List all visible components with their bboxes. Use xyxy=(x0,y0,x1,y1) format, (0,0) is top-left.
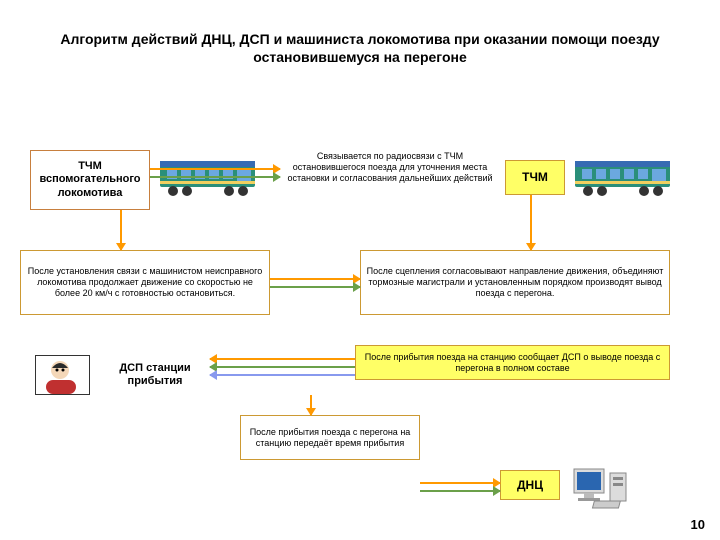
node-dnc: ДНЦ xyxy=(500,470,560,500)
train-icon-1 xyxy=(570,155,680,195)
node-tchm_aux: ТЧМ вспомогательного локомотива xyxy=(30,150,150,210)
arrow-9 xyxy=(210,374,355,376)
arrow-1 xyxy=(150,176,280,178)
arrow-12 xyxy=(420,490,500,492)
page-title: Алгоритм действий ДНЦ, ДСП и машиниста л… xyxy=(50,30,670,66)
arrow-7 xyxy=(210,358,355,360)
arrow-11 xyxy=(420,482,500,484)
node-after_arrival_report: После прибытия поезда на станцию сообщае… xyxy=(355,345,670,380)
arrow-10 xyxy=(310,395,312,415)
arrow-5 xyxy=(270,278,360,280)
node-transmit_time: После прибытия поезда с перегона на стан… xyxy=(240,415,420,460)
page-number: 10 xyxy=(691,517,705,532)
arrow-4 xyxy=(120,210,122,250)
arrow-6 xyxy=(270,286,360,288)
node-after_couple: После сцепления согласовывают направлени… xyxy=(360,250,670,315)
computer-icon xyxy=(570,465,640,510)
node-radio_contact: Связывается по радиосвязи с ТЧМ останови… xyxy=(280,140,500,195)
node-tchm: ТЧМ xyxy=(505,160,565,195)
node-dsp_station: ДСП станции прибытия xyxy=(100,355,210,395)
train-icon-0 xyxy=(155,155,265,195)
person-icon xyxy=(35,355,90,395)
node-after_link: После установления связи с машинистом не… xyxy=(20,250,270,315)
arrow-3 xyxy=(530,195,532,250)
arrow-8 xyxy=(210,366,355,368)
arrow-0 xyxy=(150,168,280,170)
